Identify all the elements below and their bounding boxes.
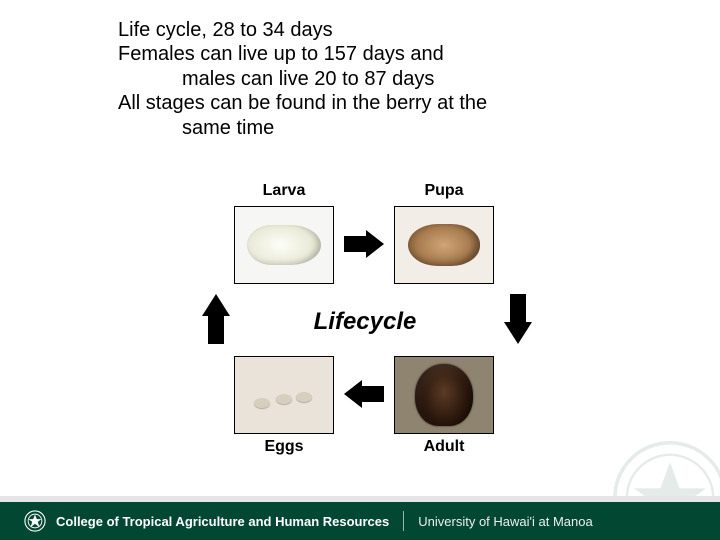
stage-thumb-larva (234, 206, 334, 284)
arrow-right-icon (344, 230, 384, 258)
stage-thumb-pupa (394, 206, 494, 284)
lifecycle-title: Lifecycle (280, 308, 450, 336)
stage-thumb-eggs (234, 356, 334, 434)
stage-thumb-adult (394, 356, 494, 434)
stage-label-adult: Adult (394, 438, 494, 456)
footer: College of Tropical Agriculture and Huma… (0, 502, 720, 540)
adult-icon (415, 364, 473, 426)
lifecycle-diagram: Larva Pupa Eggs Adult Lifecycle (214, 180, 514, 460)
eggs-icon (244, 370, 324, 420)
stage-label-eggs: Eggs (234, 438, 334, 456)
larva-icon (247, 225, 321, 265)
text-line-3: All stages can be found in the berry at … (118, 92, 487, 114)
arrow-up-icon (202, 294, 230, 344)
stage-label-larva: Larva (234, 182, 334, 200)
text-line-2: Females can live up to 157 days and (118, 43, 444, 65)
arrow-left-icon (344, 380, 384, 408)
pupa-icon (408, 224, 480, 266)
slide: Life cycle, 28 to 34 days Females can li… (0, 0, 720, 540)
text-line-2-cont: males can live 20 to 87 days (118, 67, 618, 91)
footer-seal-icon (24, 510, 46, 532)
stage-label-pupa: Pupa (394, 182, 494, 200)
footer-divider (403, 511, 404, 531)
footer-college: College of Tropical Agriculture and Huma… (56, 514, 389, 529)
text-line-1: Life cycle, 28 to 34 days (118, 19, 333, 41)
arrow-down-icon (504, 294, 532, 344)
text-line-3-cont: same time (118, 116, 618, 140)
body-text: Life cycle, 28 to 34 days Females can li… (118, 18, 618, 140)
footer-university: University of Hawai'i at Manoa (418, 514, 592, 529)
